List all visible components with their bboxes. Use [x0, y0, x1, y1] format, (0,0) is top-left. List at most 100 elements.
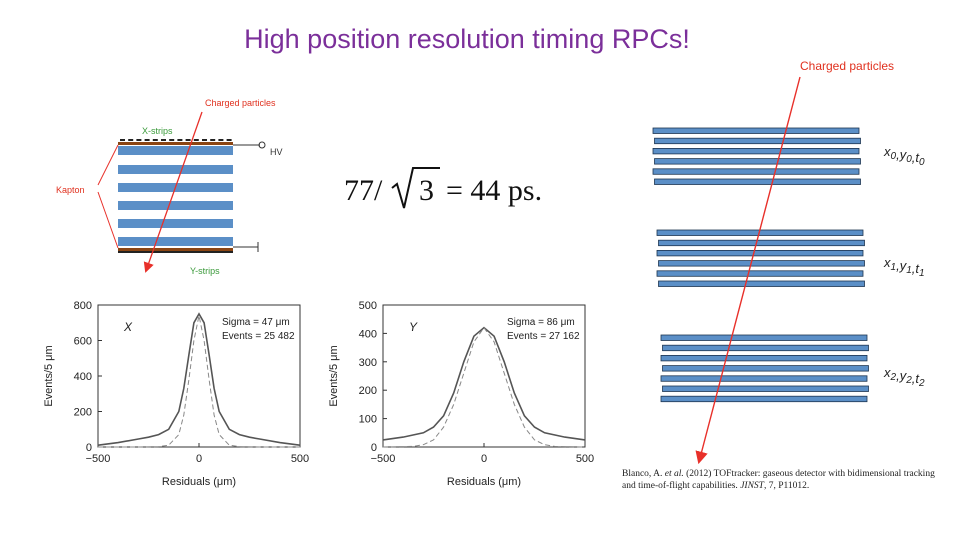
particle-track-arrow	[143, 111, 203, 273]
citation-authors: Blanco, A.	[622, 469, 663, 479]
panel-label: X	[123, 320, 133, 334]
glass-layer-3	[118, 201, 233, 210]
citation-title: (2012) TOFtracker: gaseous detector with…	[622, 469, 935, 491]
stats-annotation-1: Events = 25 482	[222, 331, 295, 342]
tracker-layer-1-4	[656, 270, 864, 277]
y-tick-label: 300	[359, 357, 377, 369]
label-charged-particles: Charged particles	[205, 98, 276, 108]
citation: Blanco, A. et al. (2012) TOFtracker: gas…	[622, 468, 942, 492]
tracker-layer-0-0	[652, 127, 860, 134]
citation-etal: et al.	[662, 469, 684, 479]
label-hv: HV	[270, 147, 283, 157]
tracker-layer-2-5	[662, 385, 869, 392]
y-tick-label: 600	[74, 336, 92, 348]
label-kapton: Kapton	[56, 185, 85, 195]
y-tick-label: 0	[86, 442, 92, 454]
label-x-strips: X-strips	[142, 126, 173, 136]
panel-label: Y	[409, 320, 418, 334]
gaussian-fit-line	[98, 315, 300, 448]
tracker-layer-1-2	[656, 249, 864, 257]
rpc-cross-section-diagram: Charged particles X-strips HV Kapton Y-s…	[56, 98, 283, 276]
y-tick-label: 200	[74, 407, 92, 419]
stats-annotation-0: Sigma = 86 μm	[507, 317, 575, 328]
y-tick-label: 100	[359, 414, 377, 426]
y-tick-label: 200	[359, 385, 377, 397]
right-label-charged-particles: Charged particles	[800, 59, 894, 73]
y-tick-label: 400	[359, 328, 377, 340]
x-strip-segment	[185, 139, 191, 141]
citation-volume: , 7, P11012.	[763, 481, 810, 491]
data-histogram-line	[382, 326, 586, 441]
tracker-layer-0-2	[652, 148, 860, 155]
right-particle-track-arrow	[695, 76, 801, 465]
timing-formula: 77/ 3 = 44 ps.	[344, 167, 542, 209]
x-strip-segment	[218, 139, 224, 141]
x-strip-segment	[177, 139, 183, 141]
glass-layer-5	[118, 237, 233, 246]
kapton-leader-line-bottom	[97, 191, 119, 249]
glass-layer-4	[118, 219, 233, 228]
x-strip-segment	[210, 139, 216, 141]
tracker-layer-1-5	[658, 280, 865, 287]
glass-layer-0	[118, 146, 233, 155]
kapton-bottom	[118, 248, 233, 251]
citation-journal: JINST	[740, 481, 764, 491]
x-strip-segment	[128, 139, 134, 141]
glass-layer-1	[118, 165, 233, 174]
kapton-top	[118, 142, 233, 145]
x-strip-segment	[120, 139, 125, 141]
tracker-layer-0-4	[652, 168, 860, 175]
x-strip-segment	[202, 139, 207, 141]
formula-result: = 44 ps.	[446, 174, 542, 207]
x-tick-label: 0	[481, 453, 487, 465]
y-tick-label: 400	[74, 371, 92, 383]
data-histogram-line	[97, 312, 301, 446]
y-tick-label: 800	[74, 300, 92, 312]
x-tick-label: 500	[291, 453, 309, 465]
x-tick-label: −500	[86, 453, 111, 465]
x-strip-segment	[226, 139, 232, 141]
y-strip-layer	[118, 251, 233, 253]
x-strip-segment	[161, 139, 166, 141]
tracker-layer-0-5	[654, 178, 861, 185]
x-tick-label: −500	[371, 453, 396, 465]
y-tick-label: 500	[359, 300, 377, 312]
formula-numerator: 77/	[344, 174, 383, 207]
tracker-stack-diagram: Charged particles x0,y0,t0 x1,y1,t1 x2,y2,…	[652, 59, 925, 465]
formula-radicand: 3	[419, 174, 434, 207]
stats-annotation-0: Sigma = 47 μm	[222, 317, 290, 328]
hv-terminal-icon	[258, 141, 266, 149]
coordinate-label-2: x2,y2,t2	[883, 365, 925, 389]
y-tick-label: 0	[371, 442, 377, 454]
x-axis-label: Residuals (μm)	[162, 476, 236, 488]
x-strip-segment	[193, 139, 199, 141]
tracker-layer-2-0	[660, 334, 868, 341]
x-tick-label: 500	[576, 453, 594, 465]
tracker-layer-0-1	[654, 137, 861, 145]
stats-annotation-1: Events = 27 162	[507, 331, 580, 342]
sqrt-icon	[391, 167, 440, 209]
x-strip-segment	[152, 139, 158, 141]
tracker-layer-2-4	[660, 375, 868, 382]
x-axis-label: Residuals (μm)	[447, 476, 521, 488]
coordinate-label-1: x1,y1,t1	[883, 255, 925, 279]
x-strip-segment	[136, 139, 142, 141]
kapton-leader-line-top	[97, 144, 119, 186]
tracker-layer-2-1	[662, 344, 869, 352]
label-y-strips: Y-strips	[190, 266, 220, 276]
coordinate-label-0: x0,y0,t0	[883, 144, 925, 168]
x-strip-segment	[169, 139, 175, 141]
tracker-layer-1-1	[658, 239, 865, 247]
x-strip-segment	[144, 139, 150, 141]
tracker-layer-1-3	[658, 260, 865, 267]
x-tick-label: 0	[196, 453, 202, 465]
tracker-layer-2-3	[662, 365, 869, 372]
tracker-layer-2-6	[660, 395, 868, 403]
slide-title: High position resolution timing RPCs!	[244, 24, 690, 54]
tracker-layer-0-3	[654, 158, 861, 165]
y-axis-label: Events/5 μm	[43, 345, 55, 406]
gaussian-fit-line	[382, 326, 586, 448]
y-axis-label: Events/5 μm	[328, 345, 340, 406]
